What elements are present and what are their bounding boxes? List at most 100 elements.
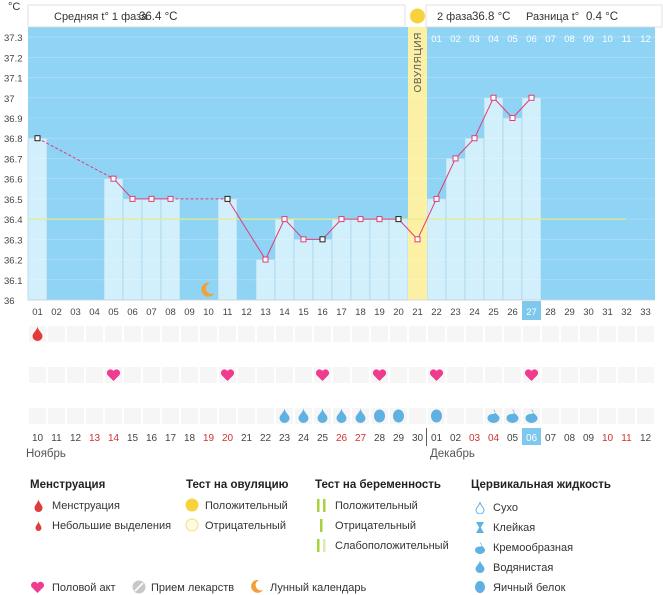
temp-line-segment (417, 198, 437, 240)
calendar-date-label: 07 (545, 433, 557, 444)
temp-point-day-6 (129, 195, 136, 202)
calendar-date-label: 27 (355, 433, 367, 444)
month-december: Декабрь (430, 448, 475, 460)
legend-creamy: Кремообразная (493, 542, 574, 554)
cycle-day-label: 27 (526, 307, 537, 318)
y-tick-label: 36.8 (4, 134, 23, 145)
eggwhite-drop-icon (374, 409, 385, 423)
phase2-day-label: 08 (564, 34, 575, 45)
legend-lunar-calendar: Лунный календарь (270, 582, 367, 594)
marker-cell (599, 326, 616, 342)
y-tick-label: 36.9 (4, 114, 23, 125)
temp-point-day-26 (509, 115, 516, 121)
marker-cell (86, 367, 103, 383)
difference-label: Разница t° (526, 11, 579, 23)
creamy-drop-icon (487, 409, 500, 423)
legend-ovulation-positive: Положительный (205, 500, 288, 512)
current-day-highlight (522, 301, 541, 320)
temp-line-segment (455, 137, 475, 159)
temp-bar-day-26 (502, 117, 523, 301)
watery-drop-icon (279, 408, 290, 423)
heart-icon (429, 369, 444, 381)
temp-bar-day-23 (445, 158, 466, 301)
marker-cell (447, 326, 464, 342)
marker-cell (447, 408, 464, 424)
y-axis-unit: °C (8, 1, 20, 13)
marker-cell (409, 367, 426, 383)
marker-cell (200, 367, 217, 383)
phase2-day-label: 09 (583, 34, 594, 45)
marker-cell (124, 408, 141, 424)
marker-cell (86, 408, 103, 424)
marker-cell (599, 367, 616, 383)
cycle-day-label: 15 (298, 307, 309, 318)
y-tick-label: 37.1 (4, 74, 23, 85)
y-tick-label: 36.7 (4, 154, 23, 165)
calendar-date-label: 15 (127, 433, 139, 444)
cycle-day-label: 06 (127, 307, 138, 318)
marker-cell (580, 367, 597, 383)
legend-menstruation-title: Менструация (30, 479, 106, 491)
calendar-date-label: 28 (374, 433, 386, 444)
calendar-date-label: 03 (469, 433, 481, 444)
eggwhite-drop-icon (431, 409, 442, 423)
y-tick-label: 36.5 (4, 195, 23, 206)
phase2-box (425, 4, 663, 28)
marker-cell (29, 408, 46, 424)
spotting-drop-icon (35, 521, 42, 531)
temp-point-day-21 (414, 236, 421, 243)
phase2-day-label: 03 (469, 34, 480, 45)
marker-cell (504, 326, 521, 342)
pill-icon (132, 580, 146, 594)
marker-cell (48, 326, 65, 342)
marker-cell (352, 326, 369, 342)
marker-cell (143, 408, 160, 424)
phase1-label: Средняя t° 1 фаза (54, 11, 148, 23)
marker-cell (466, 326, 483, 342)
y-tick-label: 36.6 (4, 175, 23, 186)
marker-cell (295, 326, 312, 342)
marker-cell (48, 408, 65, 424)
calendar-date-label: 29 (393, 433, 405, 444)
ovulation-label: ОВУЛЯЦИЯ (413, 32, 424, 93)
temp-point-day-23 (452, 155, 459, 162)
legend-ovulation-negative: Отрицательный (205, 520, 286, 532)
marker-cell (257, 326, 274, 342)
marker-cell (371, 326, 388, 342)
marker-cell (67, 367, 84, 383)
temp-point-day-24 (471, 135, 478, 142)
temp-point-day-14 (281, 216, 288, 223)
calendar-date-label: 05 (507, 433, 519, 444)
marker-cell (257, 367, 274, 383)
cycle-day-label: 11 (223, 307, 233, 318)
phase2-day-label: 10 (602, 34, 613, 45)
marker-cell (542, 326, 559, 342)
legend-pregnancy-test-title: Тест на беременность (315, 479, 441, 491)
cycle-day-label: 16 (317, 307, 328, 318)
marker-cell (409, 326, 426, 342)
cycle-day-label: 19 (374, 307, 385, 318)
legend-sticky: Клейкая (493, 522, 536, 534)
marker-cell (219, 408, 236, 424)
marker-cell (618, 367, 635, 383)
legend-eggwhite: Яичный белок (493, 582, 566, 594)
watery-icon (475, 560, 485, 573)
marker-cell (162, 367, 179, 383)
marker-cell (561, 326, 578, 342)
marker-cell (618, 326, 635, 342)
phase2-day-label: 02 (450, 34, 461, 45)
marker-cell (67, 326, 84, 342)
temp-point-day-19 (376, 216, 383, 223)
eggwhite-icon (475, 581, 485, 593)
pregnancy-weak-icon (317, 539, 326, 552)
cycle-day-label: 03 (70, 307, 81, 318)
marker-cell (124, 367, 141, 383)
marker-cell (390, 367, 407, 383)
menstruation-drop-icon (34, 499, 43, 512)
cycle-day-label: 08 (165, 307, 176, 318)
pregnancy-negative-icon (320, 519, 323, 532)
marker-cell (295, 367, 312, 383)
phase2-day-label: 11 (622, 34, 632, 45)
dry-icon (475, 501, 485, 514)
marker-cell (200, 326, 217, 342)
